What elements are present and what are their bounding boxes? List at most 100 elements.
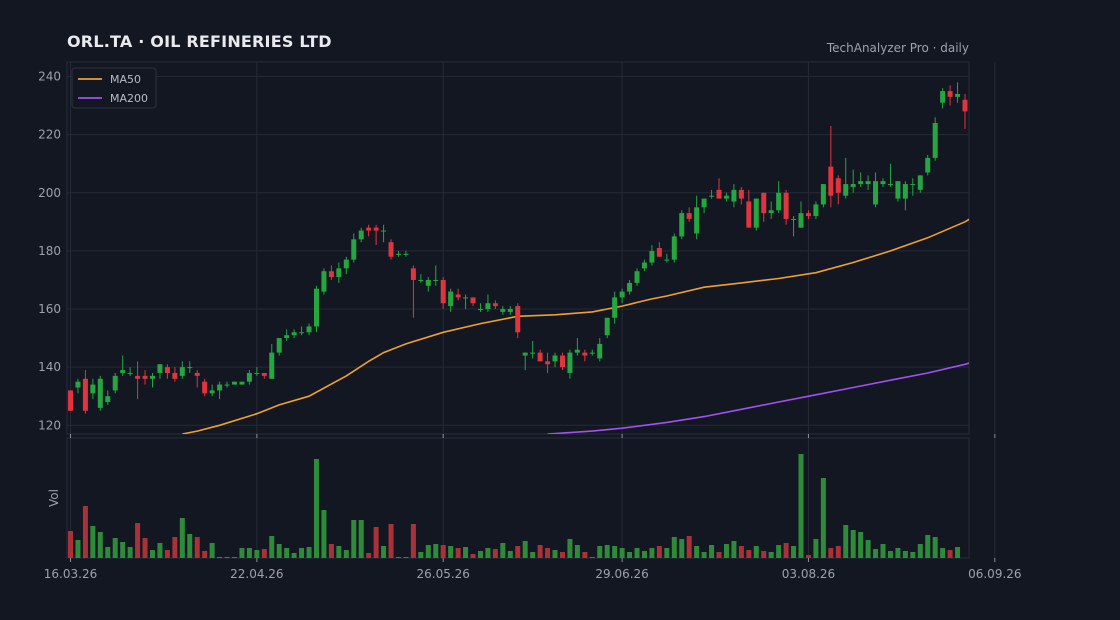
legend: MA50 MA200	[71, 67, 157, 109]
candle-body	[366, 227, 372, 231]
candle-body	[455, 294, 461, 298]
volume-bar	[299, 548, 305, 558]
candle-body	[559, 355, 565, 368]
candle-body	[142, 375, 148, 379]
candle-body	[873, 181, 879, 205]
candle-body	[231, 381, 237, 385]
ma200-line	[547, 362, 969, 434]
volume-bar	[597, 546, 603, 558]
candle-body	[515, 306, 521, 333]
candle-body	[947, 91, 953, 97]
volume-bar	[477, 551, 483, 558]
volume-bar	[783, 543, 789, 558]
legend-label: MA50	[110, 73, 141, 86]
candle-body	[284, 335, 290, 339]
volume-bar	[947, 550, 953, 558]
volume-bar	[761, 551, 767, 558]
candle-body	[709, 195, 715, 197]
volume-bar	[545, 548, 551, 558]
volume-bar	[612, 546, 618, 558]
candle-body	[351, 239, 357, 260]
volume-bar	[164, 550, 170, 558]
volume-bar	[567, 539, 573, 558]
candle-body	[313, 288, 319, 327]
volume-bar	[955, 547, 961, 558]
chart-title: ORL.TA · OIL REFINERIES LTD	[67, 32, 332, 51]
moving-average-lines	[182, 218, 969, 434]
volume-bar	[835, 546, 841, 558]
candle-body	[477, 309, 483, 311]
volume-bar	[306, 547, 312, 558]
candle-body	[753, 198, 759, 228]
candle-body	[90, 384, 96, 394]
volume-bar	[574, 545, 580, 558]
volume-bar	[440, 545, 446, 558]
candle-body	[187, 367, 193, 369]
candle-body	[545, 361, 551, 365]
volume-axis-label: Vol	[47, 489, 61, 507]
volume-bar	[589, 557, 595, 558]
volume-bar	[179, 518, 185, 558]
volume-bar	[634, 548, 640, 558]
volume-bar	[157, 543, 163, 558]
y-tick-label: 200	[38, 186, 61, 200]
candle-body	[470, 297, 476, 304]
candle-body	[343, 259, 349, 269]
candle-body	[679, 213, 685, 237]
ma50-line	[182, 218, 969, 434]
candle-body	[164, 367, 170, 373]
y-tick-label: 160	[38, 302, 61, 316]
volume-bar	[686, 536, 692, 558]
volume-bar	[187, 534, 193, 558]
volume-bar	[209, 543, 215, 558]
volume-bar	[880, 544, 886, 558]
volume-bar	[395, 557, 401, 558]
volume-bar	[902, 551, 908, 558]
volume-bar	[850, 530, 856, 558]
candle-body	[858, 181, 864, 185]
candle-body	[217, 384, 223, 391]
volume-bar	[582, 552, 588, 558]
candle-body	[813, 204, 819, 217]
candle-body	[940, 91, 946, 103]
candle-body	[887, 184, 893, 186]
volume-panel	[66, 437, 970, 559]
candle-body	[492, 303, 498, 307]
candle-body	[902, 184, 908, 199]
candle-body	[835, 178, 841, 193]
candle-body	[574, 349, 580, 353]
volume-bar	[202, 551, 208, 558]
volume-bar	[261, 549, 267, 558]
candle-body	[112, 375, 118, 391]
candle-body	[149, 375, 155, 379]
candle-body	[500, 309, 506, 312]
volume-bar	[455, 548, 461, 558]
x-tick-label: 03.08.26	[782, 567, 835, 581]
candle-body	[395, 253, 401, 255]
candle-body	[664, 259, 670, 261]
candle-body	[641, 262, 647, 269]
candle-body	[75, 381, 81, 388]
candle-body	[805, 213, 811, 217]
volume-bar	[381, 546, 387, 558]
volume-bar	[239, 548, 245, 558]
volume-bar	[135, 523, 141, 558]
volume-bar	[373, 527, 379, 558]
volume-bar	[656, 546, 662, 558]
candle-body	[239, 381, 245, 385]
volume-bar	[738, 546, 744, 558]
volume-bar	[507, 551, 513, 558]
candle-body	[776, 192, 782, 211]
x-tick-label: 16.03.26	[44, 567, 97, 581]
candle-body	[127, 372, 133, 374]
volume-bar	[75, 540, 81, 558]
candle-body	[388, 242, 394, 257]
volume-bar	[276, 544, 282, 558]
candle-body	[880, 181, 886, 185]
y-tick-label: 220	[38, 128, 61, 142]
candle-body	[589, 352, 595, 354]
candle-body	[269, 352, 275, 379]
candle-body	[917, 175, 923, 190]
candle-body	[612, 297, 618, 318]
volume-bar	[149, 550, 155, 558]
